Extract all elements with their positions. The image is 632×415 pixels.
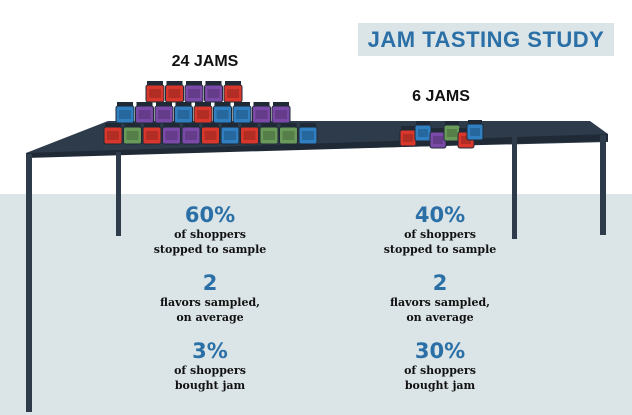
stat-value: 2 xyxy=(202,271,218,295)
stat-desc: of shoppers xyxy=(404,364,476,377)
jam-jar xyxy=(414,121,432,142)
jam-jar xyxy=(103,123,123,145)
stat-value: 30% xyxy=(414,339,466,363)
jam-jar xyxy=(259,123,279,145)
table-leg-front-right xyxy=(600,135,606,235)
jam-jar xyxy=(123,123,142,145)
jam-jar xyxy=(298,123,318,145)
title-banner: JAM TASTING STUDY xyxy=(358,23,614,56)
page-title: JAM TASTING STUDY xyxy=(367,26,605,52)
jam-jar xyxy=(162,123,181,145)
table-leg-front-left xyxy=(26,154,32,412)
jam-jar xyxy=(154,102,174,124)
stat-block: 30% of shoppers bought jam xyxy=(350,339,530,407)
jam-jar xyxy=(201,123,220,145)
jam-jar xyxy=(184,81,204,103)
jam-jar xyxy=(204,81,223,103)
stat-desc: of shoppers xyxy=(404,228,476,241)
stat-desc: flavors sampled, xyxy=(389,296,491,309)
stats-column-24-jams: 60% of shoppers stopped to sample 2 flav… xyxy=(120,203,300,407)
jam-jar xyxy=(145,81,165,103)
stat-desc: on average xyxy=(406,311,474,324)
floor-background xyxy=(0,194,632,415)
jam-jar xyxy=(220,123,240,145)
jam-jar xyxy=(193,102,213,124)
stats-column-6-jams: 40% of shoppers stopped to sample 2 flav… xyxy=(350,203,530,407)
jar-group-6 xyxy=(399,120,484,149)
stat-value: 40% xyxy=(414,203,466,227)
jar-pyramid-24 xyxy=(103,81,318,145)
stat-desc: of shoppers xyxy=(174,364,246,377)
table-leg-back-left xyxy=(116,152,121,236)
jam-jar xyxy=(174,102,193,124)
group-label-6-jams: 6 JAMS xyxy=(412,88,470,105)
stat-desc: stopped to sample xyxy=(383,243,497,256)
jam-jar xyxy=(240,123,259,145)
table-leg-back-right xyxy=(512,137,517,239)
stat-block: 3% of shoppers bought jam xyxy=(120,339,300,407)
jam-jar xyxy=(223,81,243,103)
jam-jar xyxy=(252,102,271,124)
stat-value: 60% xyxy=(184,203,236,227)
jam-jar xyxy=(279,123,298,145)
stat-block: 40% of shoppers stopped to sample xyxy=(350,203,530,271)
stat-desc: of shoppers xyxy=(174,228,246,241)
stat-desc: stopped to sample xyxy=(153,243,267,256)
stat-desc: bought jam xyxy=(174,379,246,392)
stat-block: 2 flavors sampled, on average xyxy=(350,271,530,339)
stat-desc: on average xyxy=(176,311,244,324)
stat-value: 3% xyxy=(192,339,228,363)
stat-desc: bought jam xyxy=(404,379,476,392)
jam-jar xyxy=(165,81,184,103)
jam-jar xyxy=(213,102,232,124)
jam-jar xyxy=(466,120,484,141)
jam-jar xyxy=(115,102,135,124)
jam-jar xyxy=(181,123,201,145)
jam-jar xyxy=(271,102,291,124)
stat-desc: flavors sampled, xyxy=(159,296,261,309)
stat-block: 2 flavors sampled, on average xyxy=(120,271,300,339)
jam-jar xyxy=(142,123,162,145)
stat-block: 60% of shoppers stopped to sample xyxy=(120,203,300,271)
stat-value: 2 xyxy=(432,271,448,295)
jam-jar xyxy=(399,126,417,147)
jam-jar xyxy=(135,102,154,124)
group-label-24-jams: 24 JAMS xyxy=(171,53,239,70)
jam-jar xyxy=(232,102,252,124)
